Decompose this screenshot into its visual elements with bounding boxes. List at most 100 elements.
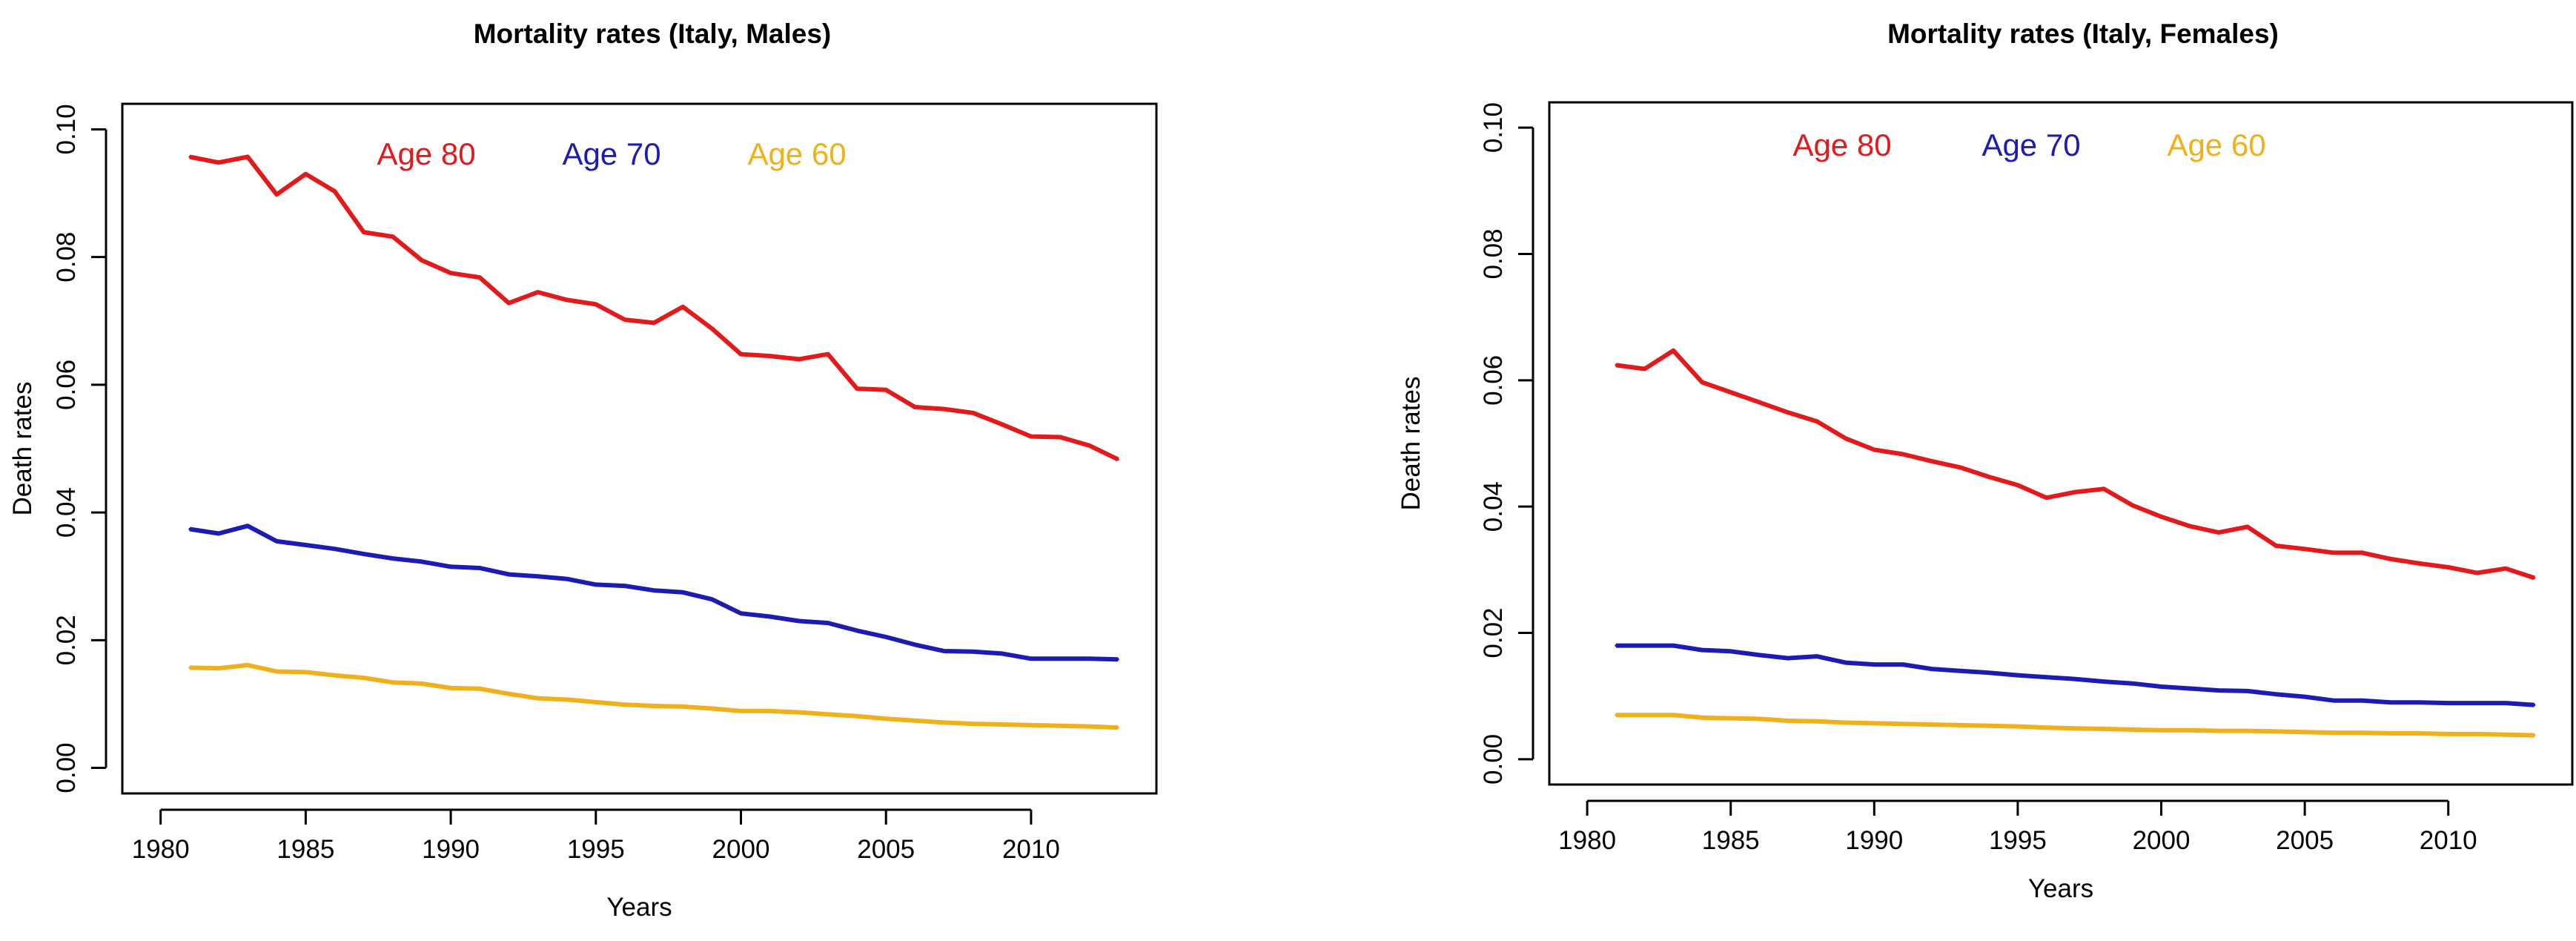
data-point-age-60 xyxy=(1930,723,1933,726)
data-point-age-60 xyxy=(2102,727,2105,730)
data-point-age-70 xyxy=(595,583,597,586)
mortality-chart-females: Mortality rates (Italy, Females) 1980 1985… xyxy=(1397,19,2574,903)
data-point-age-60 xyxy=(2045,726,2048,729)
data-point-age-60 xyxy=(2447,733,2450,736)
data-point-age-60 xyxy=(420,682,423,685)
y-tick-label: 0.04 xyxy=(1479,481,1508,532)
data-point-age-60 xyxy=(2332,731,2335,734)
data-point-age-80 xyxy=(507,302,510,305)
data-point-age-70 xyxy=(1672,644,1675,647)
data-point-age-60 xyxy=(217,667,220,670)
data-point-age-70 xyxy=(972,650,975,653)
data-point-age-80 xyxy=(1729,391,1732,394)
data-point-age-60 xyxy=(1087,725,1090,728)
data-point-age-80 xyxy=(1701,380,1703,383)
y-tick-label: 0.02 xyxy=(1479,607,1508,658)
data-point-age-80 xyxy=(769,354,772,357)
data-point-age-80 xyxy=(884,389,887,392)
data-point-age-80 xyxy=(2160,515,2163,518)
data-point-age-70 xyxy=(2045,676,2048,678)
data-point-age-80 xyxy=(2217,531,2220,534)
data-point-age-80 xyxy=(275,193,278,196)
data-point-age-60 xyxy=(362,676,365,679)
data-point-age-70 xyxy=(2447,701,2450,704)
x-axis-label: Years xyxy=(2028,874,2093,903)
chart-title: Mortality rates (Italy, Females) xyxy=(1887,19,2279,49)
data-point-age-60 xyxy=(942,721,945,724)
data-point-age-60 xyxy=(391,681,394,684)
data-point-age-80 xyxy=(1001,423,1004,426)
y-tick-label: 0.04 xyxy=(52,487,81,538)
data-point-age-60 xyxy=(827,713,830,716)
data-point-age-80 xyxy=(1959,466,1961,469)
data-point-age-70 xyxy=(855,629,858,632)
data-point-age-70 xyxy=(652,589,655,592)
y-tick-label: 0.06 xyxy=(1479,355,1508,406)
data-point-age-70 xyxy=(1030,657,1033,660)
x-tick-label: 2000 xyxy=(2133,826,2191,855)
legend-age-70: Age 70 xyxy=(562,136,660,171)
data-point-age-60 xyxy=(739,710,742,713)
data-point-age-60 xyxy=(2533,734,2536,737)
x-tick-label: 1990 xyxy=(1845,826,1903,855)
data-point-age-60 xyxy=(681,705,684,708)
y-tick-label: 0.10 xyxy=(1479,102,1508,153)
x-axis-label: Years xyxy=(606,893,672,922)
data-point-age-80 xyxy=(2131,503,2134,506)
x-tick-label: 1990 xyxy=(422,835,480,864)
data-point-age-70 xyxy=(507,573,510,576)
data-point-age-60 xyxy=(595,701,597,704)
series-line-age-80 xyxy=(1615,348,2535,581)
data-point-age-70 xyxy=(2217,689,2220,692)
data-point-age-80 xyxy=(2073,491,2076,494)
data-point-age-70 xyxy=(391,557,394,560)
data-point-age-80 xyxy=(2389,558,2392,561)
data-point-age-60 xyxy=(478,687,481,690)
data-point-age-60 xyxy=(652,704,655,707)
data-point-age-80 xyxy=(2045,496,2048,499)
data-point-age-70 xyxy=(304,544,307,547)
data-point-age-70 xyxy=(1615,644,1618,647)
data-point-age-60 xyxy=(566,698,569,701)
data-point-age-70 xyxy=(2361,699,2364,702)
data-point-age-80 xyxy=(362,231,365,234)
data-point-age-60 xyxy=(1758,717,1761,720)
data-point-age-60 xyxy=(334,674,337,677)
data-point-age-70 xyxy=(681,591,684,594)
data-point-age-60 xyxy=(188,666,191,669)
data-point-age-80 xyxy=(2361,551,2364,554)
series-line-age-60 xyxy=(189,662,1119,730)
data-point-age-80 xyxy=(623,318,626,321)
legend-age-70: Age 70 xyxy=(1981,128,2080,162)
data-point-age-60 xyxy=(2188,729,2191,732)
series-line-age-70 xyxy=(1615,643,2535,707)
data-point-age-60 xyxy=(1787,719,1789,722)
data-point-age-80 xyxy=(1643,367,1646,370)
x-tick-label: 1985 xyxy=(277,835,334,864)
data-point-age-80 xyxy=(855,387,858,390)
data-point-age-60 xyxy=(1815,720,1818,723)
data-point-age-80 xyxy=(537,291,540,294)
data-point-age-60 xyxy=(1701,716,1703,719)
data-point-age-70 xyxy=(2102,680,2105,683)
data-point-age-70 xyxy=(1001,652,1004,655)
data-point-age-70 xyxy=(1758,653,1761,656)
mortality-chart-males: Mortality rates (Italy, Males) 1980 1985 19… xyxy=(8,19,1158,922)
data-point-age-60 xyxy=(1959,724,1961,727)
x-tick-label: 2010 xyxy=(1002,835,1060,864)
data-point-age-80 xyxy=(449,271,452,274)
data-point-age-70 xyxy=(217,532,220,535)
data-point-age-80 xyxy=(652,321,655,324)
x-tick-label: 2010 xyxy=(2420,826,2477,855)
y-tick-label: 0.08 xyxy=(52,232,81,283)
data-point-age-80 xyxy=(304,173,307,176)
data-point-age-60 xyxy=(798,711,801,714)
data-point-age-70 xyxy=(566,578,569,581)
data-point-age-80 xyxy=(710,327,713,330)
data-point-age-70 xyxy=(1815,655,1818,658)
data-point-age-80 xyxy=(420,259,423,262)
data-point-age-70 xyxy=(1729,650,1732,653)
data-point-age-80 xyxy=(1615,363,1618,366)
legend-age-80: Age 80 xyxy=(1792,128,1891,162)
data-point-age-80 xyxy=(1901,452,1904,455)
